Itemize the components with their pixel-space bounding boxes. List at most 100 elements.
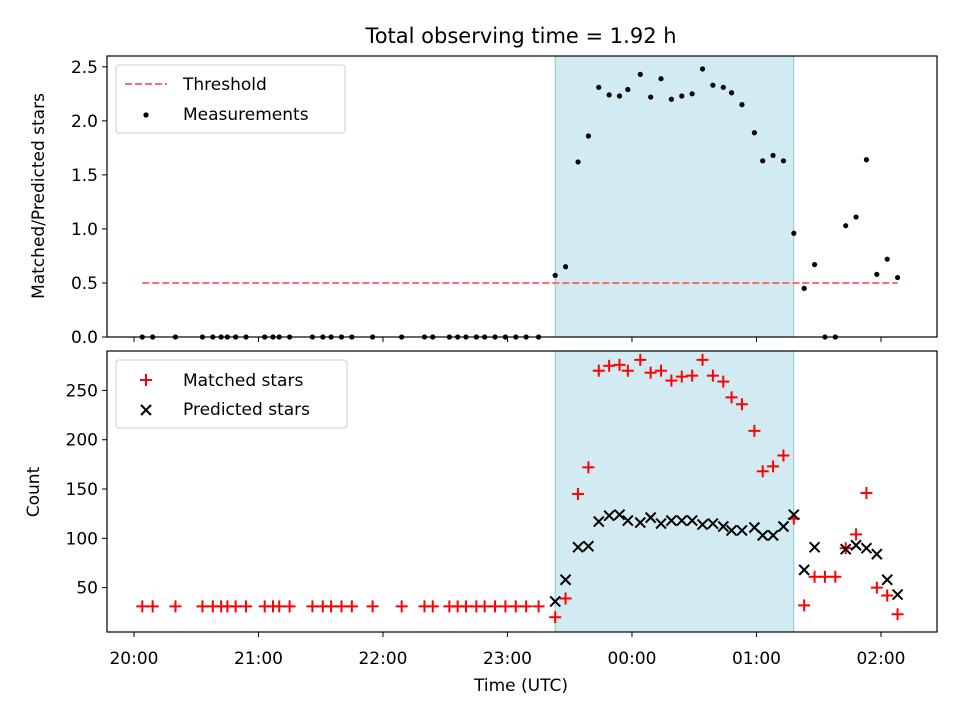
matched-star-point	[489, 600, 502, 613]
predicted-star-points	[549, 508, 904, 608]
predicted-star-point	[871, 548, 883, 560]
predicted-star-point	[707, 517, 719, 530]
matched-star-point	[478, 600, 491, 613]
measurement-point	[780, 158, 787, 164]
measurement-point	[668, 96, 675, 102]
measurement-point	[625, 86, 631, 93]
measurement-point	[585, 133, 592, 139]
predicted-star-point	[696, 518, 709, 531]
count-y-tick-label: 100	[66, 529, 98, 549]
predicted-star-point	[676, 514, 688, 527]
predicted-star-point	[665, 514, 678, 527]
matched-star-point	[675, 370, 688, 383]
measurement-point	[739, 102, 745, 108]
legend-predicted-swatch	[140, 404, 152, 416]
measurement-point	[801, 285, 807, 291]
matched-star-point	[891, 608, 904, 621]
predicted-star-point	[839, 543, 852, 555]
matched-star-point	[860, 486, 873, 499]
measurement-point	[811, 261, 818, 268]
predicted-star-point	[559, 574, 572, 586]
predicted-star-point	[644, 511, 657, 524]
matched-star-point	[777, 449, 790, 462]
count-y-tick-label: 250	[66, 381, 98, 401]
measurement-point	[562, 264, 569, 270]
legend-threshold-label: Threshold	[182, 75, 267, 95]
legend-predicted-label: Predicted stars	[183, 400, 310, 420]
matched-star-point	[808, 570, 821, 583]
predicted-star-point	[767, 529, 779, 542]
matched-star-point	[655, 364, 668, 377]
matched-star-point	[240, 600, 253, 613]
predicted-star-point	[850, 539, 862, 551]
predicted-star-point	[549, 595, 561, 608]
measurement-point	[874, 271, 880, 277]
measurement-point	[884, 256, 890, 262]
ratio-panel: 0.0 0.5 1.0 1.5 2.0 2.5 Matched/Predicted sta…	[29, 55, 938, 348]
ratio-y-ticks: 0.0 0.5 1.0 1.5 2.0 2.5	[71, 58, 107, 348]
matched-star-point	[767, 460, 780, 473]
matched-star-point	[169, 600, 182, 613]
x-tick-label: 02:00	[856, 649, 905, 669]
count-y-ticks: 50 100 150 200 250	[66, 381, 107, 599]
predicted-star-point	[634, 516, 646, 529]
matched-star-point	[196, 600, 209, 613]
measurement-point	[648, 94, 654, 100]
matched-star-point	[572, 487, 585, 500]
matched-star-point	[850, 528, 863, 541]
matched-star-point	[509, 600, 522, 613]
measurement-point	[616, 93, 623, 99]
matched-star-point	[592, 364, 605, 377]
count-y-tick-label: 200	[66, 431, 98, 451]
predicted-star-point	[655, 517, 667, 530]
ratio-y-axis-label: Matched/Predicted stars	[29, 93, 49, 299]
measurement-point	[679, 93, 685, 99]
ratio-plot-frame	[106, 55, 938, 338]
matched-star-point	[696, 353, 709, 366]
measurement-point	[894, 274, 901, 281]
matched-star-point	[283, 600, 296, 613]
measurement-point	[751, 130, 757, 136]
matched-star-point	[818, 570, 831, 583]
matched-star-point	[634, 353, 647, 366]
predicted-star-point	[572, 541, 584, 553]
predicted-star-point	[756, 529, 769, 542]
count-y-tick-label: 50	[76, 579, 98, 599]
matched-star-point	[146, 600, 159, 613]
ratio-legend: Threshold Measurements	[115, 64, 346, 134]
x-tick-label: 22:00	[358, 649, 407, 669]
matched-star-point	[229, 600, 242, 613]
matched-star-point	[725, 391, 738, 404]
matched-star-point	[520, 600, 533, 613]
measurement-point	[552, 272, 558, 278]
count-y-tick-label: 150	[66, 480, 98, 500]
matched-star-points	[136, 353, 904, 624]
matched-star-point	[335, 600, 348, 613]
count-plot-frame	[106, 350, 938, 633]
predicted-star-point	[686, 514, 698, 527]
predicted-star-point	[582, 540, 595, 552]
legend-measurement-label: Measurements	[183, 105, 309, 125]
ratio-y-tick-label: 0.0	[71, 328, 98, 348]
matched-star-point	[613, 358, 626, 371]
ratio-y-tick-label: 2.0	[71, 112, 98, 132]
predicted-star-point	[777, 520, 790, 533]
x-tick-label: 23:00	[483, 649, 532, 669]
ratio-legend-box	[115, 64, 346, 134]
matched-star-point	[345, 600, 358, 613]
predicted-star-point	[798, 564, 810, 576]
matched-star-point	[748, 424, 761, 437]
measurement-point	[710, 82, 716, 88]
measurement-point	[575, 159, 581, 165]
matched-star-point	[549, 611, 562, 624]
measurement-point	[791, 230, 797, 236]
matched-star-point	[603, 359, 616, 372]
x-tick-label: 20:00	[109, 649, 158, 669]
ratio-y-tick-label: 0.5	[71, 274, 98, 294]
predicted-star-point	[725, 524, 738, 537]
matched-star-point	[644, 366, 657, 379]
matched-star-point	[366, 600, 379, 613]
matched-star-point	[665, 374, 678, 387]
count-legend-box	[115, 359, 348, 429]
x-tick-label: 21:00	[234, 649, 283, 669]
